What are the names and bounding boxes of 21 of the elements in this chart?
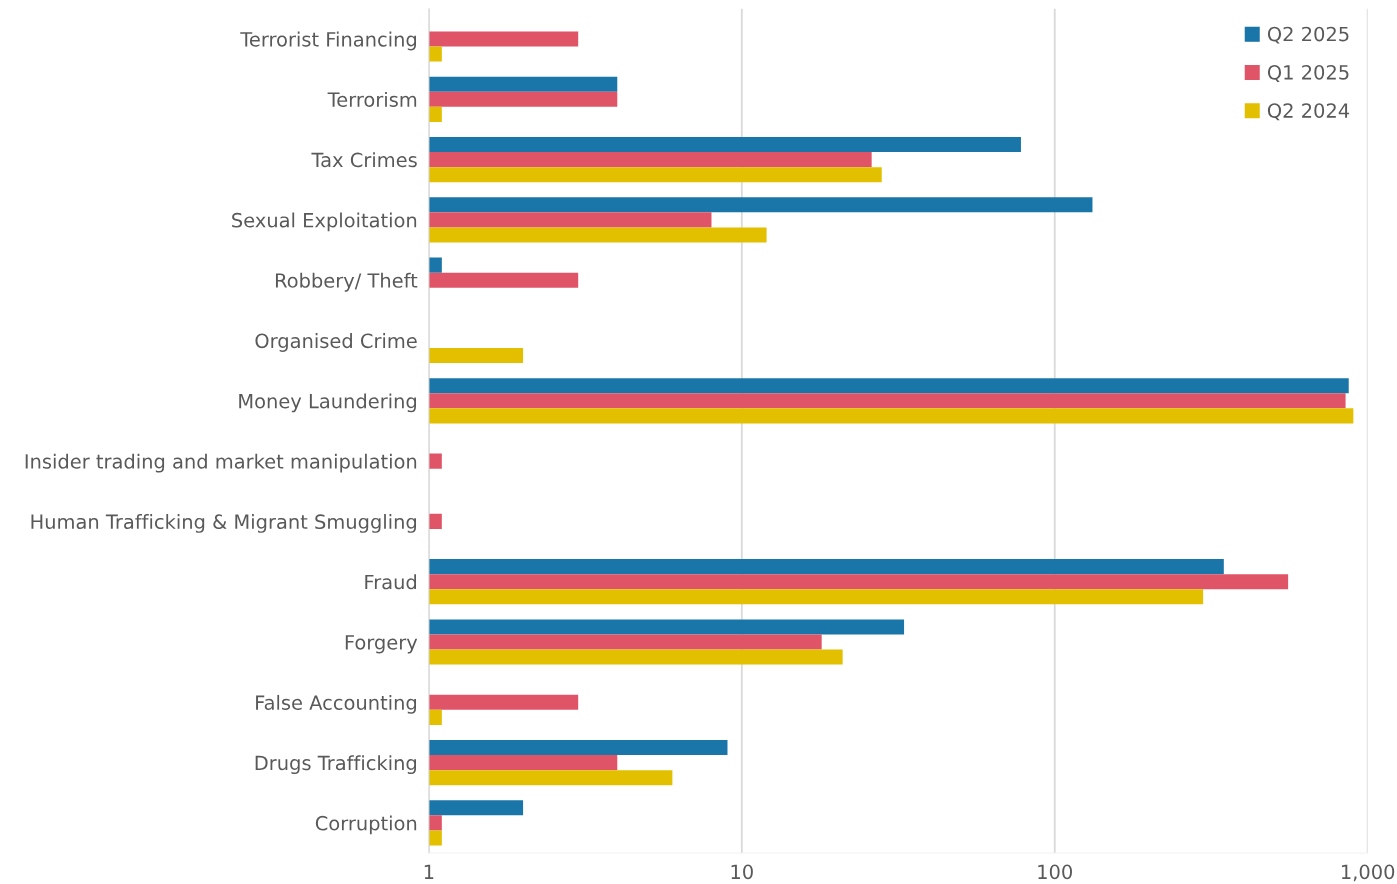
y-tick-label: Corruption bbox=[315, 815, 417, 835]
y-tick-label: Tax Crimes bbox=[311, 152, 417, 168]
y-tick-label: Forgery bbox=[345, 635, 418, 654]
y-tick-label: Terrorist Financing bbox=[240, 31, 417, 51]
y-tick-label: Insider trading and market manipulation bbox=[25, 453, 417, 473]
legend-label: Q2 2025 bbox=[1267, 26, 1349, 44]
y-tick-label: Drugs Trafficking bbox=[255, 755, 417, 775]
x-tick-label: 10 bbox=[731, 864, 753, 880]
y-tick-label: Human Trafficking & Migrant Smuggling bbox=[31, 514, 417, 533]
y-tick-label: Sexual Exploitation bbox=[232, 212, 417, 232]
y-tick-label: Money Laundering bbox=[239, 393, 416, 413]
y-tick-label: Terrorism bbox=[327, 91, 417, 107]
y-tick-label: False Accounting bbox=[256, 694, 416, 714]
y-tick-label: Organised Crime bbox=[255, 333, 417, 352]
x-tick-label: 1 bbox=[424, 864, 434, 879]
y-tick-label: Robbery/ Theft bbox=[275, 272, 418, 292]
x-tick-label: 1,000 bbox=[1341, 864, 1395, 882]
x-tick-label: 100 bbox=[1038, 864, 1072, 880]
legend-label: Q1 2025 bbox=[1267, 64, 1349, 82]
legend-label: Q2 2024 bbox=[1267, 103, 1350, 121]
y-tick-label: Fraud bbox=[365, 574, 416, 590]
